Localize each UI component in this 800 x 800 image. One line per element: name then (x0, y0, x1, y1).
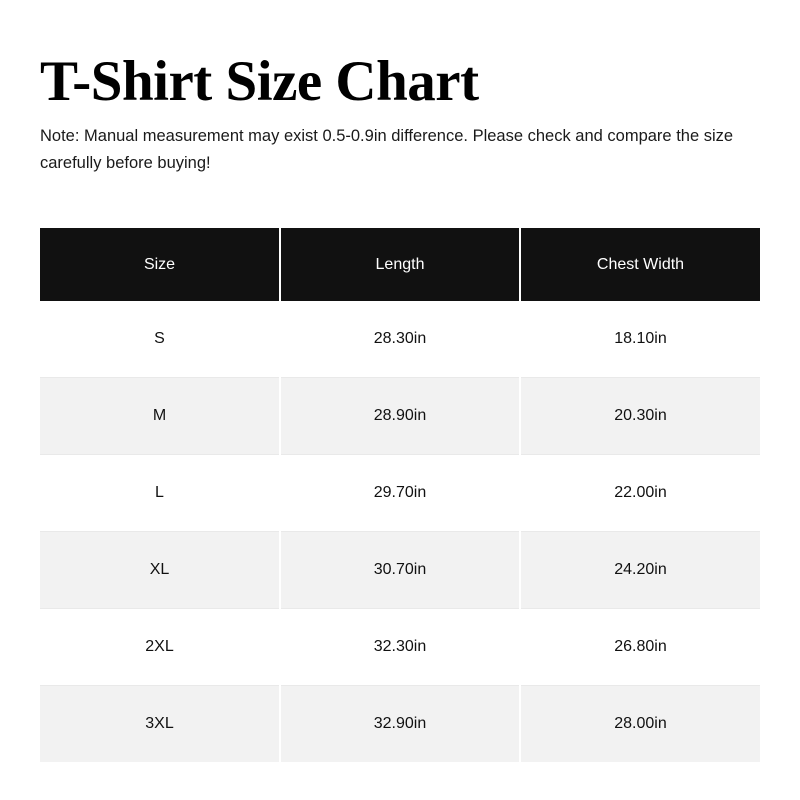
table-body: S 28.30in 18.10in M 28.90in 20.30in L 29… (40, 301, 760, 762)
column-header-size: Size (40, 228, 281, 301)
table-header: Size Length Chest Width (40, 228, 760, 301)
cell-length: 32.90in (280, 685, 521, 762)
cell-length: 28.90in (280, 377, 521, 455)
measurement-note: Note: Manual measurement may exist 0.5-0… (40, 127, 734, 173)
cell-chest-width: 26.80in (520, 608, 760, 686)
cell-size: 3XL (40, 685, 281, 762)
cell-size: S (40, 301, 281, 378)
size-table-container: Size Length Chest Width S 28.30in 18.10i… (40, 228, 760, 762)
cell-length: 30.70in (280, 531, 521, 609)
cell-size: 2XL (40, 608, 281, 686)
table-row: M 28.90in 20.30in (40, 377, 760, 455)
table-row: 3XL 32.90in 28.00in (40, 685, 760, 762)
cell-chest-width: 28.00in (520, 685, 760, 762)
table-row: XL 30.70in 24.20in (40, 531, 760, 609)
cell-chest-width: 18.10in (520, 301, 760, 378)
cell-chest-width: 20.30in (520, 377, 760, 455)
cell-size: L (40, 454, 281, 532)
page-title: T-Shirt Size Chart (40, 50, 479, 113)
table-row: 2XL 32.30in 26.80in (40, 608, 760, 686)
cell-chest-width: 24.20in (520, 531, 760, 609)
cell-length: 28.30in (280, 301, 521, 378)
column-header-chest-width: Chest Width (520, 228, 760, 301)
cell-size: M (40, 377, 281, 455)
cell-chest-width: 22.00in (520, 454, 760, 532)
table-row: S 28.30in 18.10in (40, 301, 760, 378)
table-header-row: Size Length Chest Width (40, 228, 760, 301)
size-chart-table: Size Length Chest Width S 28.30in 18.10i… (40, 228, 760, 762)
column-header-length: Length (280, 228, 521, 301)
cell-length: 29.70in (280, 454, 521, 532)
cell-length: 32.30in (280, 608, 521, 686)
cell-size: XL (40, 531, 281, 609)
table-row: L 29.70in 22.00in (40, 454, 760, 532)
